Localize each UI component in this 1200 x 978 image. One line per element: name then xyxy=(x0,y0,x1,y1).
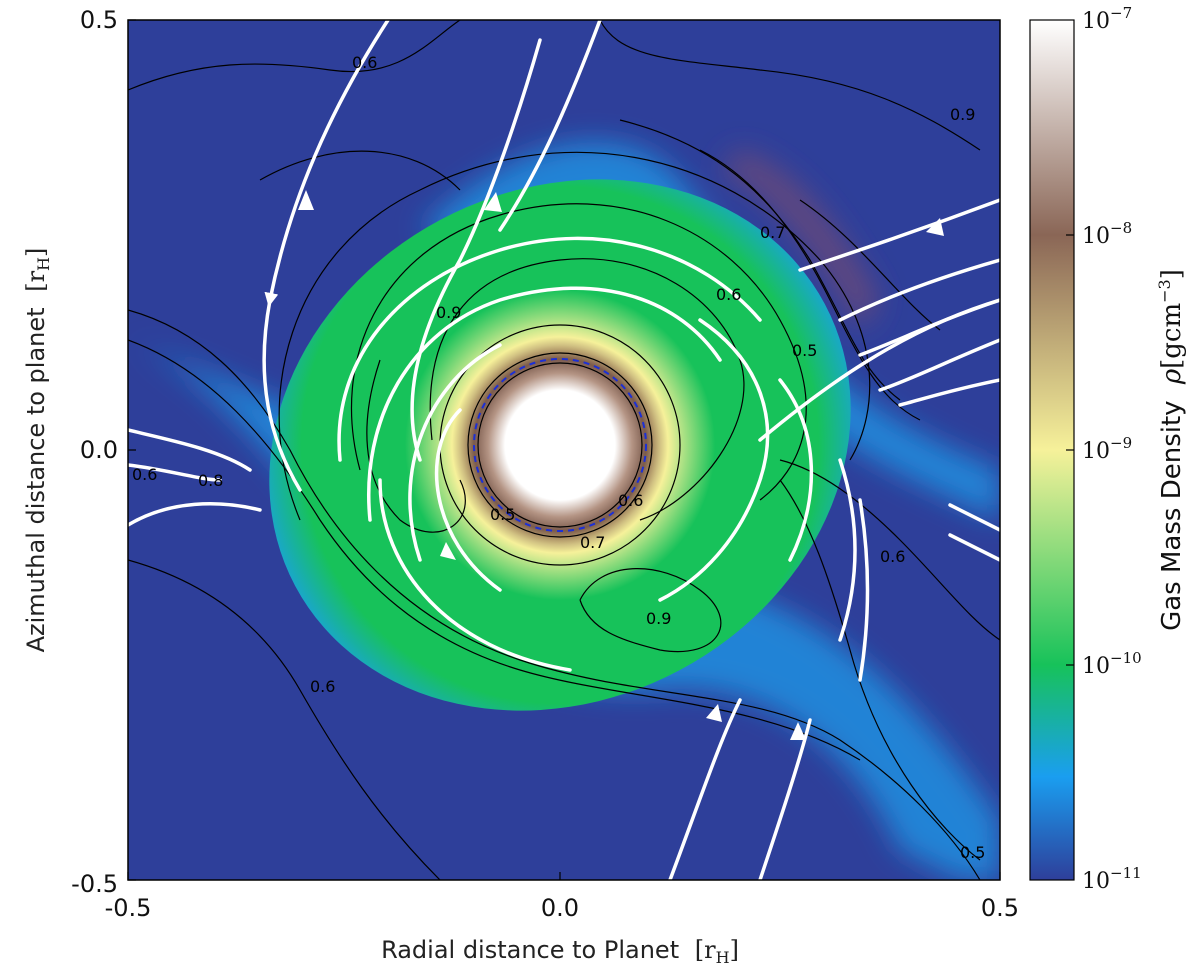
colorbar-label: Gas Mass Density ρ[gcm−3] xyxy=(1155,269,1187,631)
planet-core xyxy=(460,345,660,545)
streamlines xyxy=(128,20,1000,880)
contour-label: 0.6 xyxy=(618,491,643,510)
x-axis-label: Radial distance to Planet [rH] xyxy=(381,936,739,967)
contour-label: 0.6 xyxy=(310,677,335,696)
contour-label: 0.8 xyxy=(198,471,223,490)
x-tick-label: -0.5 xyxy=(105,894,152,922)
y-tick-label: 0.5 xyxy=(80,6,118,34)
contour-label: 0.5 xyxy=(490,505,515,524)
x-tick-label: 0.0 xyxy=(541,894,579,922)
contour-label: 0.9 xyxy=(646,609,671,628)
y-tick-label: 0.0 xyxy=(80,436,118,464)
hill-radius-marker xyxy=(473,358,647,532)
axis-ticks xyxy=(127,19,1001,881)
contour-label: 0.6 xyxy=(132,465,157,484)
y-tick-label: -0.5 xyxy=(71,870,118,898)
plot-area: 0.6 0.9 0.7 0.6 0.5 0.9 0.8 0.5 0.6 0.7 … xyxy=(128,20,1000,880)
colorbar-tick-label: 10−9 xyxy=(1082,434,1132,464)
y-axis-label: Azimuthal distance to planet [rH] xyxy=(22,248,53,653)
contour-label: 0.9 xyxy=(436,303,461,322)
colorbar-ticks xyxy=(1066,234,1074,666)
colorbar-tick-label: 10−7 xyxy=(1082,4,1132,34)
streamline-arrows xyxy=(298,190,944,740)
contour-label: 0.7 xyxy=(580,533,605,552)
contour-label: 0.5 xyxy=(960,843,985,862)
contour-label: 0.9 xyxy=(950,105,975,124)
x-tick-label: 0.5 xyxy=(981,894,1019,922)
colorbar-tick-label: 10−10 xyxy=(1082,649,1142,679)
colorbar-tick-labels: 10−7 10−8 10−9 10−10 10−11 xyxy=(1082,4,1142,894)
contour-label: 0.7 xyxy=(760,223,785,242)
contour-labels: 0.6 0.9 0.7 0.6 0.5 0.9 0.8 0.5 0.6 0.7 … xyxy=(132,53,985,862)
colorbar-tick-label: 10−11 xyxy=(1082,864,1142,894)
contour-label: 0.6 xyxy=(880,547,905,566)
contour-label: 0.5 xyxy=(792,341,817,360)
colorbar-tick-label: 10−8 xyxy=(1082,219,1132,249)
contour-label: 0.6 xyxy=(352,53,377,72)
contour-label: 0.6 xyxy=(716,285,741,304)
